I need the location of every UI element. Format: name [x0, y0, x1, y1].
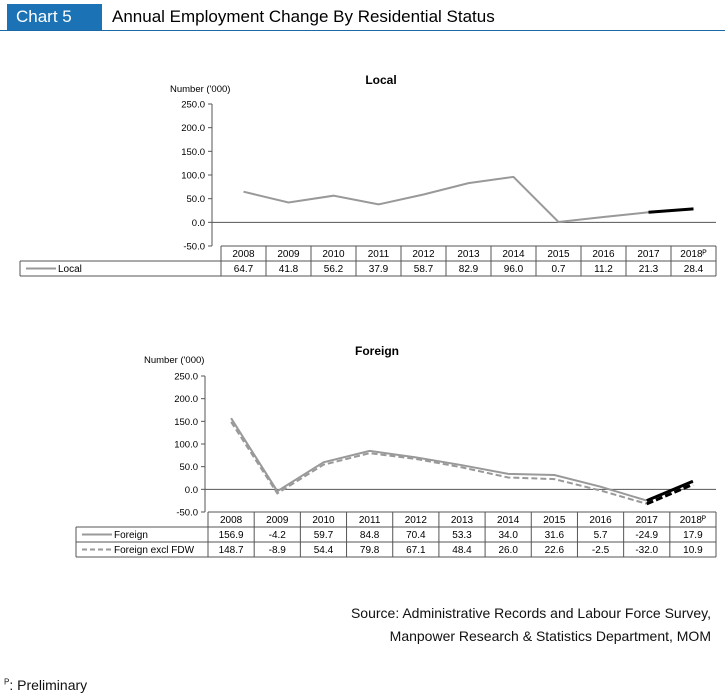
foreign-data-label: 22.6	[545, 545, 565, 556]
local-category-label: 2011	[368, 249, 390, 260]
foreign-category-label: 2008	[220, 515, 243, 526]
foreign-data-label: 84.8	[360, 530, 380, 541]
local-category-label: 2018ᴾ	[680, 249, 706, 260]
foreign-category-label: 2018ᴾ	[680, 515, 706, 526]
foreign-data-label: 79.8	[360, 545, 380, 556]
foreign-category-label: 2016	[589, 515, 612, 526]
local-data-label: 28.4	[684, 264, 704, 275]
foreign-y-tick-label: 150.0	[174, 417, 198, 428]
local-data-label: 64.7	[234, 264, 254, 275]
local-data-label: 21.3	[639, 264, 659, 275]
foreign-data-label: 54.4	[314, 545, 334, 556]
foreign-category-label: 2011	[359, 515, 381, 526]
local-data-label: 82.9	[459, 264, 479, 275]
foreign-series-last-segment-0	[646, 479, 694, 503]
local-data-label: 37.9	[369, 264, 389, 275]
foreign-category-label: 2017	[636, 515, 659, 526]
local-series-line-0	[243, 175, 649, 224]
foreign-category-label: 2012	[405, 515, 428, 526]
local-data-label: 56.2	[324, 264, 344, 275]
chart-number-tag: Chart 5	[7, 4, 102, 30]
local-category-label: 2016	[592, 249, 615, 260]
chart-header: Chart 5 Annual Employment Change By Resi…	[0, 4, 725, 31]
footnote-mark: P	[4, 677, 10, 687]
foreign-y-tick-label: 250.0	[174, 372, 198, 383]
source-line-1: Source: Administrative Records and Labou…	[350, 605, 711, 621]
local-category-label: 2012	[412, 249, 435, 260]
foreign-data-label: 70.4	[406, 530, 426, 541]
foreign-data-label: -8.9	[269, 545, 287, 556]
source-line-2: Manpower Research & Statistics Departmen…	[389, 628, 711, 644]
foreign-data-label: -32.0	[635, 545, 658, 556]
preliminary-footnote: P: Preliminary	[4, 677, 87, 693]
local-y-tick-label: 0.0	[192, 218, 205, 229]
foreign-series-line-1	[230, 421, 647, 505]
local-y-tick-label: 100.0	[181, 171, 205, 182]
local-category-label: 2017	[637, 249, 660, 260]
chart-title: Annual Employment Change By Residential …	[112, 7, 495, 26]
foreign-data-label: -4.2	[269, 530, 287, 541]
foreign-data-label: 53.3	[452, 530, 472, 541]
foreign-y-tick-label: 100.0	[174, 440, 198, 451]
foreign-chart: Foreign Number ('000) 250.0 200.0 150.0 100.0…	[75, 344, 717, 558]
local-y-tick-label: 250.0	[181, 100, 205, 111]
foreign-data-label: 34.0	[498, 530, 518, 541]
local-chart: Local Number ('000) 250.0 200.0 150.0 100.0 50…	[19, 73, 717, 277]
local-data-label: 41.8	[279, 264, 299, 275]
foreign-data-label: 17.9	[683, 530, 703, 541]
foreign-data-label: 48.4	[452, 545, 472, 556]
foreign-y-axis-label: Number ('000)	[144, 355, 204, 366]
foreign-category-label: 2014	[497, 515, 520, 526]
local-category-label: 2013	[457, 249, 480, 260]
local-y-tick-label: 50.0	[187, 194, 206, 205]
foreign-data-label: 10.9	[683, 545, 703, 556]
local-category-label: 2009	[277, 249, 300, 260]
foreign-series-line-0	[230, 417, 647, 502]
local-category-label: 2008	[232, 249, 255, 260]
local-category-label: 2010	[322, 249, 345, 260]
source-note: Source: Administrative Records and Labou…	[351, 602, 711, 648]
local-data-label: 11.2	[594, 264, 613, 275]
local-data-label: 58.7	[414, 264, 434, 275]
foreign-data-label: 26.0	[498, 545, 518, 556]
local-y-tick-label: -50.0	[183, 242, 205, 253]
foreign-data-label: 156.9	[219, 530, 244, 541]
local-y-axis-label: Number ('000)	[170, 84, 230, 95]
foreign-y-tick-label: -50.0	[176, 508, 198, 519]
foreign-category-label: 2015	[543, 515, 566, 526]
foreign-data-label: 31.6	[545, 530, 565, 541]
foreign-category-label: 2009	[266, 515, 289, 526]
foreign-y-tick-label: 200.0	[174, 394, 198, 405]
foreign-data-label: 59.7	[314, 530, 334, 541]
local-category-label: 2014	[502, 249, 525, 260]
foreign-data-label: -2.5	[592, 545, 610, 556]
local-data-label: 96.0	[504, 264, 524, 275]
foreign-category-label: 2013	[451, 515, 474, 526]
foreign-data-label: 5.7	[594, 530, 608, 541]
foreign-data-label: 67.1	[406, 545, 426, 556]
foreign-y-tick-label: 0.0	[185, 485, 198, 496]
local-y-tick-label: 200.0	[181, 123, 205, 134]
foreign-y-tick-label: 50.0	[180, 462, 199, 473]
foreign-chart-title: Foreign	[355, 344, 399, 358]
foreign-data-label: 148.7	[219, 545, 244, 556]
local-data-label: 0.7	[552, 264, 566, 275]
foreign-legend-label-0: Foreign	[114, 530, 148, 541]
foreign-series-last-segment-1	[646, 483, 694, 506]
local-chart-title: Local	[365, 73, 396, 87]
local-series-last-segment-0	[648, 207, 694, 214]
local-legend-label-0: Local	[58, 264, 82, 275]
foreign-category-label: 2010	[312, 515, 335, 526]
footnote-text: : Preliminary	[9, 677, 88, 693]
foreign-legend-label-1: Foreign excl FDW	[114, 545, 195, 556]
local-y-tick-label: 150.0	[181, 147, 205, 158]
local-category-label: 2015	[547, 249, 570, 260]
foreign-data-label: -24.9	[635, 530, 658, 541]
